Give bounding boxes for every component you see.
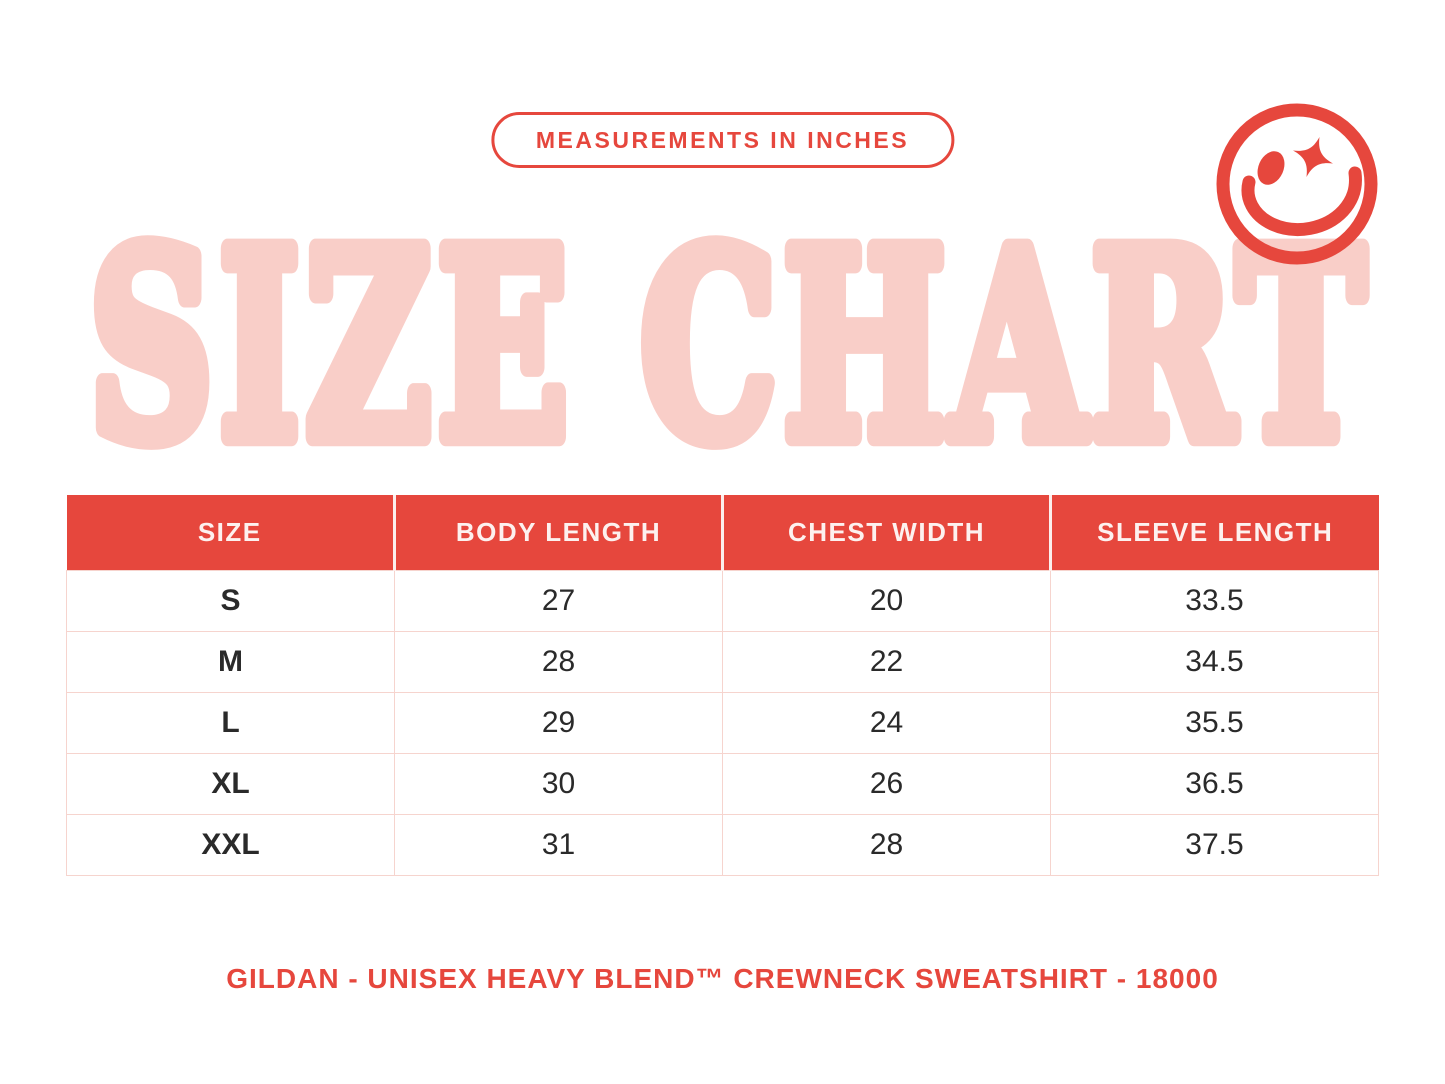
measurements-unit-badge: MEASUREMENTS IN INCHES [490, 112, 955, 168]
table-header-row: SIZE BODY LENGTH CHEST WIDTH SLEEVE LENG… [66, 495, 1379, 571]
body-length-cell: 28 [394, 630, 723, 693]
smiley-mouth [1241, 166, 1362, 236]
page-title: SIZE CHART [81, 225, 1373, 506]
page-title-text: SIZE CHART [89, 225, 1371, 498]
table-row-l: L 29 24 35.5 [66, 691, 1379, 754]
table-row-xl: XL 30 26 36.5 [66, 752, 1379, 815]
smiley-left-eye [1257, 151, 1285, 185]
table-row-s: S 27 20 33.5 [66, 569, 1379, 632]
body-length-cell: 29 [394, 691, 723, 754]
size-cell: M [66, 630, 395, 693]
sleeve-length-cell: 36.5 [1050, 752, 1379, 815]
column-header-body-length: BODY LENGTH [394, 495, 724, 571]
size-cell: XL [66, 752, 395, 815]
column-header-sleeve-length: SLEEVE LENGTH [1050, 495, 1379, 571]
table-row-m: M 28 22 34.5 [66, 630, 1379, 693]
body-length-cell: 30 [394, 752, 723, 815]
body-length-cell: 31 [394, 813, 723, 876]
size-chart-table: SIZE BODY LENGTH CHEST WIDTH SLEEVE LENG… [66, 495, 1379, 876]
chest-width-cell: 26 [722, 752, 1051, 815]
sleeve-length-cell: 34.5 [1050, 630, 1379, 693]
chest-width-cell: 24 [722, 691, 1051, 754]
size-cell: L [66, 691, 395, 754]
smiley-face-outline [1216, 103, 1378, 265]
sleeve-length-cell: 35.5 [1050, 691, 1379, 754]
table-row-xxl: XXL 31 28 37.5 [66, 813, 1379, 876]
column-header-size: SIZE [66, 495, 396, 571]
sleeve-length-cell: 33.5 [1050, 569, 1379, 632]
body-length-cell: 27 [394, 569, 723, 632]
size-cell: S [66, 569, 395, 632]
chest-width-cell: 28 [722, 813, 1051, 876]
chest-width-cell: 22 [722, 630, 1051, 693]
smiley-sparkle-eye [1293, 137, 1333, 177]
size-cell: XXL [66, 813, 395, 876]
sleeve-length-cell: 37.5 [1050, 813, 1379, 876]
chest-width-cell: 20 [722, 569, 1051, 632]
product-name: GILDAN - UNISEX HEAVY BLEND™ CREWNECK SW… [226, 963, 1219, 994]
measurements-unit-label: MEASUREMENTS IN INCHES [535, 126, 910, 153]
column-header-chest-width: CHEST WIDTH [722, 495, 1052, 571]
winking-smiley-icon [1216, 103, 1378, 265]
